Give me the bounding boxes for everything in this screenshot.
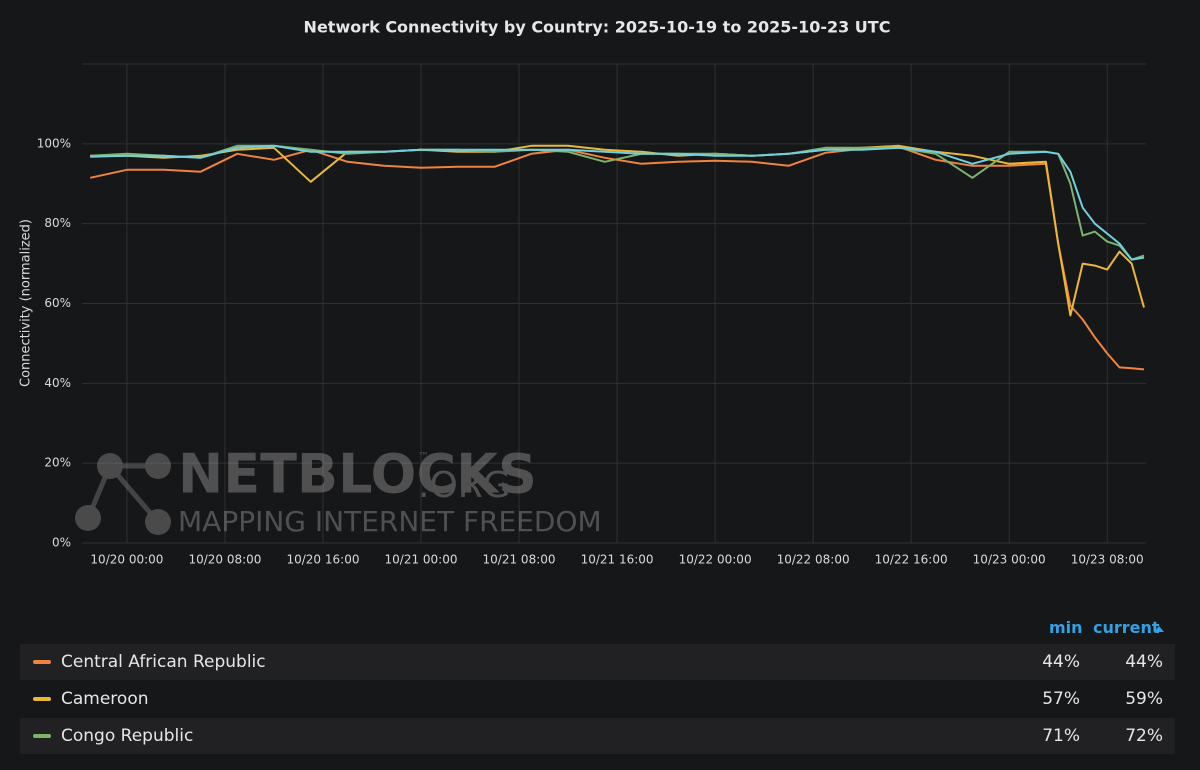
legend-label: Cameroon	[61, 689, 149, 709]
y-tick-label: 40%	[44, 376, 71, 390]
x-tick-label: 10/20 08:00	[188, 553, 261, 567]
legend-row[interactable]: Central African Republic 44% 44%	[20, 644, 1175, 680]
grid	[82, 63, 1146, 544]
series-line	[89, 145, 1145, 371]
x-tick-label: 10/21 16:00	[581, 553, 654, 567]
chart: Network Connectivity by Country: 2025-10…	[19, 18, 1146, 567]
x-tick-label: 10/20 16:00	[286, 553, 359, 567]
y-tick-label: 20%	[44, 456, 71, 470]
legend-min: 71%	[1042, 726, 1080, 746]
x-tick-label: 10/22 00:00	[679, 553, 752, 567]
x-tick-label: 10/20 00:00	[90, 553, 163, 567]
x-tick-label: 10/23 00:00	[973, 553, 1046, 567]
legend-current: 72%	[1125, 726, 1163, 746]
legend-row[interactable]: Cameroon 57% 59%	[20, 681, 1175, 717]
watermark-suffix: .ORG	[418, 465, 511, 506]
y-axis-label: Connectivity (normalized)	[19, 219, 34, 387]
y-tick-label: 100%	[37, 136, 71, 150]
legend-row[interactable]: Congo Republic 71% 72%	[20, 718, 1175, 754]
y-tick-label: 80%	[44, 216, 71, 230]
legend-label: Central African Republic	[61, 652, 266, 672]
series-line	[90, 144, 1145, 261]
y-tick-label: 60%	[44, 296, 71, 310]
watermark-brand: NETBLOCKS	[178, 443, 537, 506]
chart-title: Network Connectivity by Country: 2025-10…	[304, 18, 891, 37]
legend-min: 57%	[1042, 689, 1080, 709]
min-header[interactable]: min	[1049, 618, 1083, 637]
watermark-mark: ™	[418, 450, 429, 463]
legend-swatch	[33, 697, 51, 701]
series-line	[90, 144, 1145, 261]
x-tick-label: 10/22 16:00	[875, 553, 948, 567]
watermark-tagline: MAPPING INTERNET FREEDOM	[178, 505, 602, 538]
x-tick-label: 10/21 08:00	[483, 553, 556, 567]
legend-current: 59%	[1125, 689, 1163, 709]
y-tick-label: 0%	[52, 536, 71, 550]
legend-swatch	[33, 660, 51, 664]
sort-indicator	[1154, 626, 1164, 632]
legend-min: 44%	[1042, 652, 1080, 672]
x-tick-label: 10/22 08:00	[777, 553, 850, 567]
watermark: NETBLOCKS .ORG ™ MAPPING INTERNET FREEDO…	[75, 443, 602, 538]
x-tick-label: 10/23 08:00	[1071, 553, 1144, 567]
x-tick-label: 10/21 00:00	[385, 553, 458, 567]
legend-swatch	[33, 734, 51, 738]
legend-label: Congo Republic	[61, 726, 194, 746]
current-header[interactable]: current	[1093, 618, 1160, 637]
legend-current: 44%	[1125, 652, 1163, 672]
